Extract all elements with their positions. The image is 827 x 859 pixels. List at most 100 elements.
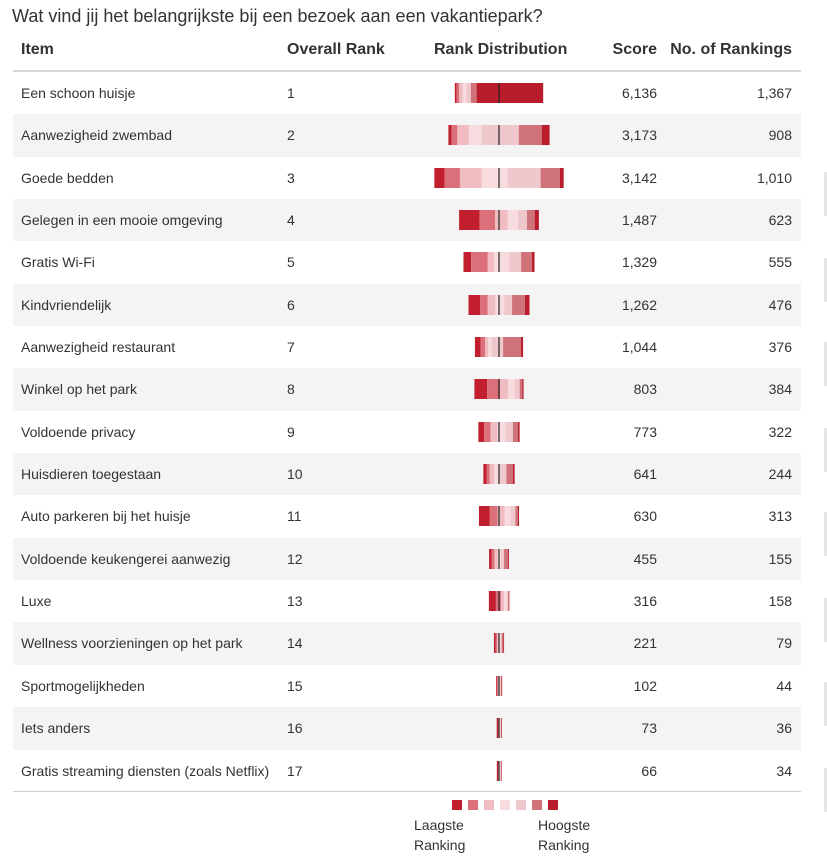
legend-swatch-4 [500,800,510,810]
rank-segment-4 [507,210,519,231]
row-score: 641 [633,466,657,483]
rank-distribution-bar [496,718,502,739]
rank-segment-5 [491,337,504,358]
row-ranking-count: 476 [768,296,792,313]
rank-segment-2 [487,379,501,400]
rank-segment-5 [500,675,502,696]
rank-segment-6 [501,633,504,654]
rank-segment-6 [540,167,560,188]
table-row: Gratis Wi-Fi 5 1,329 555 [13,241,801,283]
rank-segment-5 [504,294,513,315]
row-item-label: Voldoende keukengerei aanwezig [21,550,231,567]
legend-swatch-7 [548,800,558,810]
rank-segment-2 [497,675,499,696]
row-overall-rank: 12 [287,550,303,567]
row-ranking-count: 44 [776,677,792,694]
row-item-label: Een schoon huisje [21,85,136,101]
row-overall-rank: 1 [287,85,295,101]
rank-segment-2 [451,125,458,146]
row-item-label: Voldoende privacy [21,423,136,440]
rank-segment-4 [508,379,515,400]
rank-segment-2 [480,294,488,315]
rank-segment-4 [495,294,505,315]
rank-distribution-bar [488,591,510,612]
scrollbar-edge[interactable] [822,0,827,859]
rank-segment-2 [497,718,499,739]
rank-segment-6 [512,421,519,442]
rank-segment-3 [494,548,498,569]
ranking-table: Item Overall Rank Rank Distribution Scor… [13,32,801,792]
table-row: Iets anders 16 73 36 [13,707,801,750]
rank-segment-3 [485,337,489,358]
rank-segment-4 [504,506,511,527]
row-score: 6,136 [621,85,657,101]
row-overall-rank: 11 [287,508,302,525]
table-row: Luxe 13 316 158 [13,580,801,622]
rank-segment-5 [500,760,502,781]
row-item-label: Luxe [21,593,52,610]
row-ranking-count: 384 [768,381,792,398]
rank-segment-5 [498,464,507,485]
rank-segment-7 [518,421,520,442]
chart-title: Wat vind jij het belangrijkste bij een b… [12,6,543,26]
table-row: Wellness voorzieningen op het park 14 221 7… [13,622,801,665]
rank-segment-5 [518,210,527,231]
rank-segment-1 [496,675,498,696]
rank-segment-2 [456,83,460,103]
legend-swatch-1 [452,800,462,810]
rank-segment-7 [531,252,535,273]
row-score: 630 [633,508,657,525]
rank-segment-5 [500,718,502,739]
table-row: Auto parkeren bij het huisje 11 630 313 [13,495,801,537]
rank-segment-4 [494,252,510,273]
rank-segment-3 [499,760,500,781]
legend-low-line2: Ranking [414,837,466,853]
rank-segment-6 [519,379,523,400]
rank-segment-6 [470,83,477,103]
row-score: 803 [633,381,657,398]
table-row: Goede bedden 3 3,142 1,010 [13,157,801,199]
header-overall-rank: Overall Rank [287,41,385,58]
rank-segment-1 [468,294,481,315]
rank-segment-2 [498,760,499,781]
rank-segment-1 [478,421,485,442]
rank-segment-4 [488,337,492,358]
rank-segment-1 [496,718,498,739]
row-ranking-count: 555 [768,254,792,271]
rank-segment-3 [457,125,469,146]
row-score: 773 [633,423,657,440]
rank-segment-6 [504,548,508,569]
rank-segment-3 [489,464,495,485]
row-overall-rank: 10 [287,466,303,483]
rank-segment-6 [500,718,502,739]
rank-segment-4 [498,633,501,654]
row-score: 1,487 [621,212,657,229]
rank-segment-6 [515,506,519,527]
legend-swatch-5 [516,800,526,810]
rank-segment-7 [508,591,510,612]
rank-segment-3 [499,718,500,739]
rank-segment-2 [480,337,486,358]
rank-segment-2 [484,421,491,442]
table-row: Gratis streaming diensten (zoals Netflix… [13,750,801,792]
rank-segment-7 [534,210,539,231]
rank-segment-5 [506,591,509,612]
row-item-label: Goede bedden [21,169,114,186]
row-score: 455 [633,550,657,567]
rank-segment-7 [501,760,502,781]
row-item-label: Winkel op het park [21,381,137,398]
rank-segment-4 [494,464,499,485]
row-item-label: Aanwezigheid zwembad [21,127,172,144]
row-overall-rank: 2 [287,127,295,144]
rank-segment-1 [474,379,488,400]
row-overall-rank: 13 [287,593,303,610]
table-header: Item Overall Rank Rank Distribution Scor… [13,32,801,72]
rank-segment-3 [494,210,508,231]
rank-segment-2 [495,591,502,612]
rank-segment-4 [499,675,501,696]
row-ranking-count: 244 [768,466,792,483]
legend-high-line1: Hoogste [538,817,591,833]
legend-low-line1: Laagste [414,817,464,833]
rank-segment-4 [468,125,482,146]
table-row: Kindvriendelijk 6 1,262 476 [13,283,801,327]
